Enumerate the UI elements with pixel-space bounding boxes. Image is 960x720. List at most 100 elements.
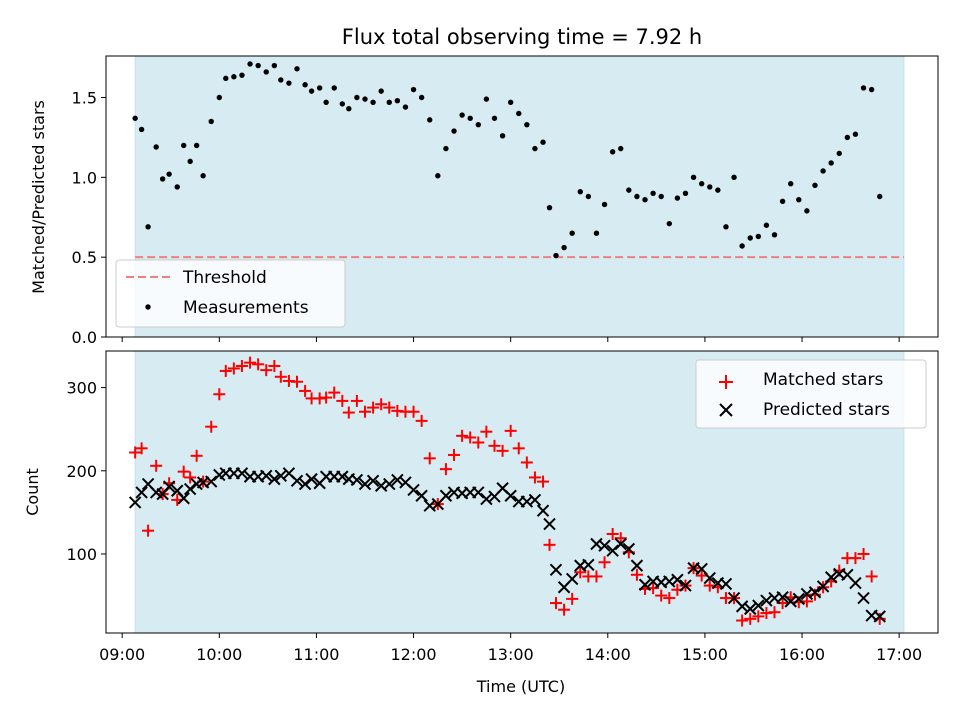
bottom-y-axis-label: Count xyxy=(23,468,42,516)
measurement-point xyxy=(316,85,323,91)
measurement-point xyxy=(561,244,567,251)
legend-measurements-label: Measurements xyxy=(183,298,309,318)
measurement-point xyxy=(877,193,883,200)
matched-star-point xyxy=(574,566,587,579)
x-tick-label: 11:00 xyxy=(293,645,339,664)
measurement-point xyxy=(370,99,376,106)
matched-star-point xyxy=(219,364,232,377)
matched-star-point xyxy=(150,459,163,472)
matched-star-point xyxy=(520,456,533,469)
measurement-point xyxy=(483,96,490,102)
top-panel: 0.0 0.5 1.0 1.5 Matched/Predicted stars Thr… xyxy=(29,55,939,347)
predicted-star-point xyxy=(336,470,349,483)
matched-star-point xyxy=(328,386,341,399)
predicted-star-point xyxy=(472,486,485,499)
predicted-star-point xyxy=(543,517,556,531)
predicted-star-point xyxy=(784,595,797,608)
predicted-star-point xyxy=(735,600,749,613)
top-legend: Threshold Measurements xyxy=(115,259,346,328)
predicted-star-point xyxy=(290,474,304,487)
predicted-star-point xyxy=(268,472,281,486)
measurement-point xyxy=(577,189,583,195)
matched-star-point xyxy=(504,424,517,437)
measurement-point xyxy=(362,96,368,102)
measurement-point xyxy=(650,190,656,197)
legend-matched-label: Matched stars xyxy=(763,370,883,390)
predicted-star-point xyxy=(391,473,404,487)
matched-star-point xyxy=(655,589,668,602)
matched-star-point xyxy=(274,370,287,383)
measurement-point xyxy=(174,184,180,190)
measurement-point xyxy=(812,182,818,189)
predicted-star-point xyxy=(177,492,190,505)
matched-star-point xyxy=(142,524,155,537)
measurement-point xyxy=(166,171,172,177)
measurement-point xyxy=(354,94,360,101)
predicted-star-point xyxy=(873,610,886,623)
predicted-star-point xyxy=(582,558,595,571)
bottom-legend: Matched stars Predicted stars xyxy=(695,359,927,429)
predicted-star-point xyxy=(614,537,627,551)
measurement-point xyxy=(216,94,223,101)
measurement-point xyxy=(138,126,145,133)
measurement-point xyxy=(868,86,875,93)
matched-star-point xyxy=(407,405,420,418)
matched-star-point xyxy=(663,592,676,605)
predicted-star-point xyxy=(135,486,148,499)
matched-star-point xyxy=(291,375,304,388)
measurement-point xyxy=(658,193,664,200)
matched-star-point xyxy=(260,364,273,377)
measurement-point xyxy=(707,184,713,190)
predicted-star-point xyxy=(824,571,838,584)
measurement-point xyxy=(609,149,616,155)
predicted-star-point xyxy=(536,504,550,517)
matched-star-point xyxy=(235,359,248,372)
matched-star-point xyxy=(808,588,821,601)
predicted-star-point xyxy=(128,496,142,509)
matched-star-point xyxy=(367,401,380,414)
matched-star-point xyxy=(320,391,333,404)
predicted-star-point xyxy=(630,559,644,572)
measurement-point xyxy=(601,201,608,208)
measurement-point xyxy=(302,82,308,88)
matched-star-point xyxy=(496,444,509,457)
measurement-point xyxy=(208,118,214,125)
measurement-point xyxy=(394,98,401,104)
predicted-star-point xyxy=(528,493,542,507)
matched-star-point xyxy=(736,614,749,627)
matched-star-point xyxy=(129,446,142,459)
matched-star-point xyxy=(299,384,312,397)
matched-star-point xyxy=(268,359,281,372)
measurement-point xyxy=(402,104,409,110)
measurement-point xyxy=(223,75,229,82)
matched-star-point xyxy=(213,388,226,401)
measurement-point xyxy=(294,66,300,72)
measurement-point xyxy=(524,121,530,128)
measurement-point xyxy=(386,99,392,106)
measurement-point xyxy=(569,230,575,236)
measurement-point xyxy=(378,88,384,94)
matched-star-point xyxy=(135,442,148,455)
measurement-point xyxy=(779,198,786,204)
measurement-point xyxy=(723,224,729,230)
measurement-point xyxy=(153,144,159,150)
measurement-point xyxy=(755,233,762,240)
predicted-star-point xyxy=(298,477,312,491)
measurement-point xyxy=(739,243,745,249)
predicted-star-point xyxy=(305,472,318,486)
measurement-point xyxy=(747,235,753,241)
y-tick-label: 0.0 xyxy=(72,328,97,347)
top-y-ticks: 0.0 0.5 1.0 1.5 xyxy=(72,89,106,347)
matched-star-point xyxy=(383,401,396,414)
measurement-point xyxy=(346,105,352,112)
matched-star-point xyxy=(342,406,355,419)
measurement-point xyxy=(796,196,802,203)
y-tick-label: 0.5 xyxy=(72,248,97,267)
measurement-point xyxy=(499,133,506,139)
predicted-star-point xyxy=(350,473,364,487)
measurement-point xyxy=(836,150,842,157)
measurement-point xyxy=(682,190,689,197)
measurement-point xyxy=(642,196,648,203)
matched-star-point xyxy=(768,606,781,619)
